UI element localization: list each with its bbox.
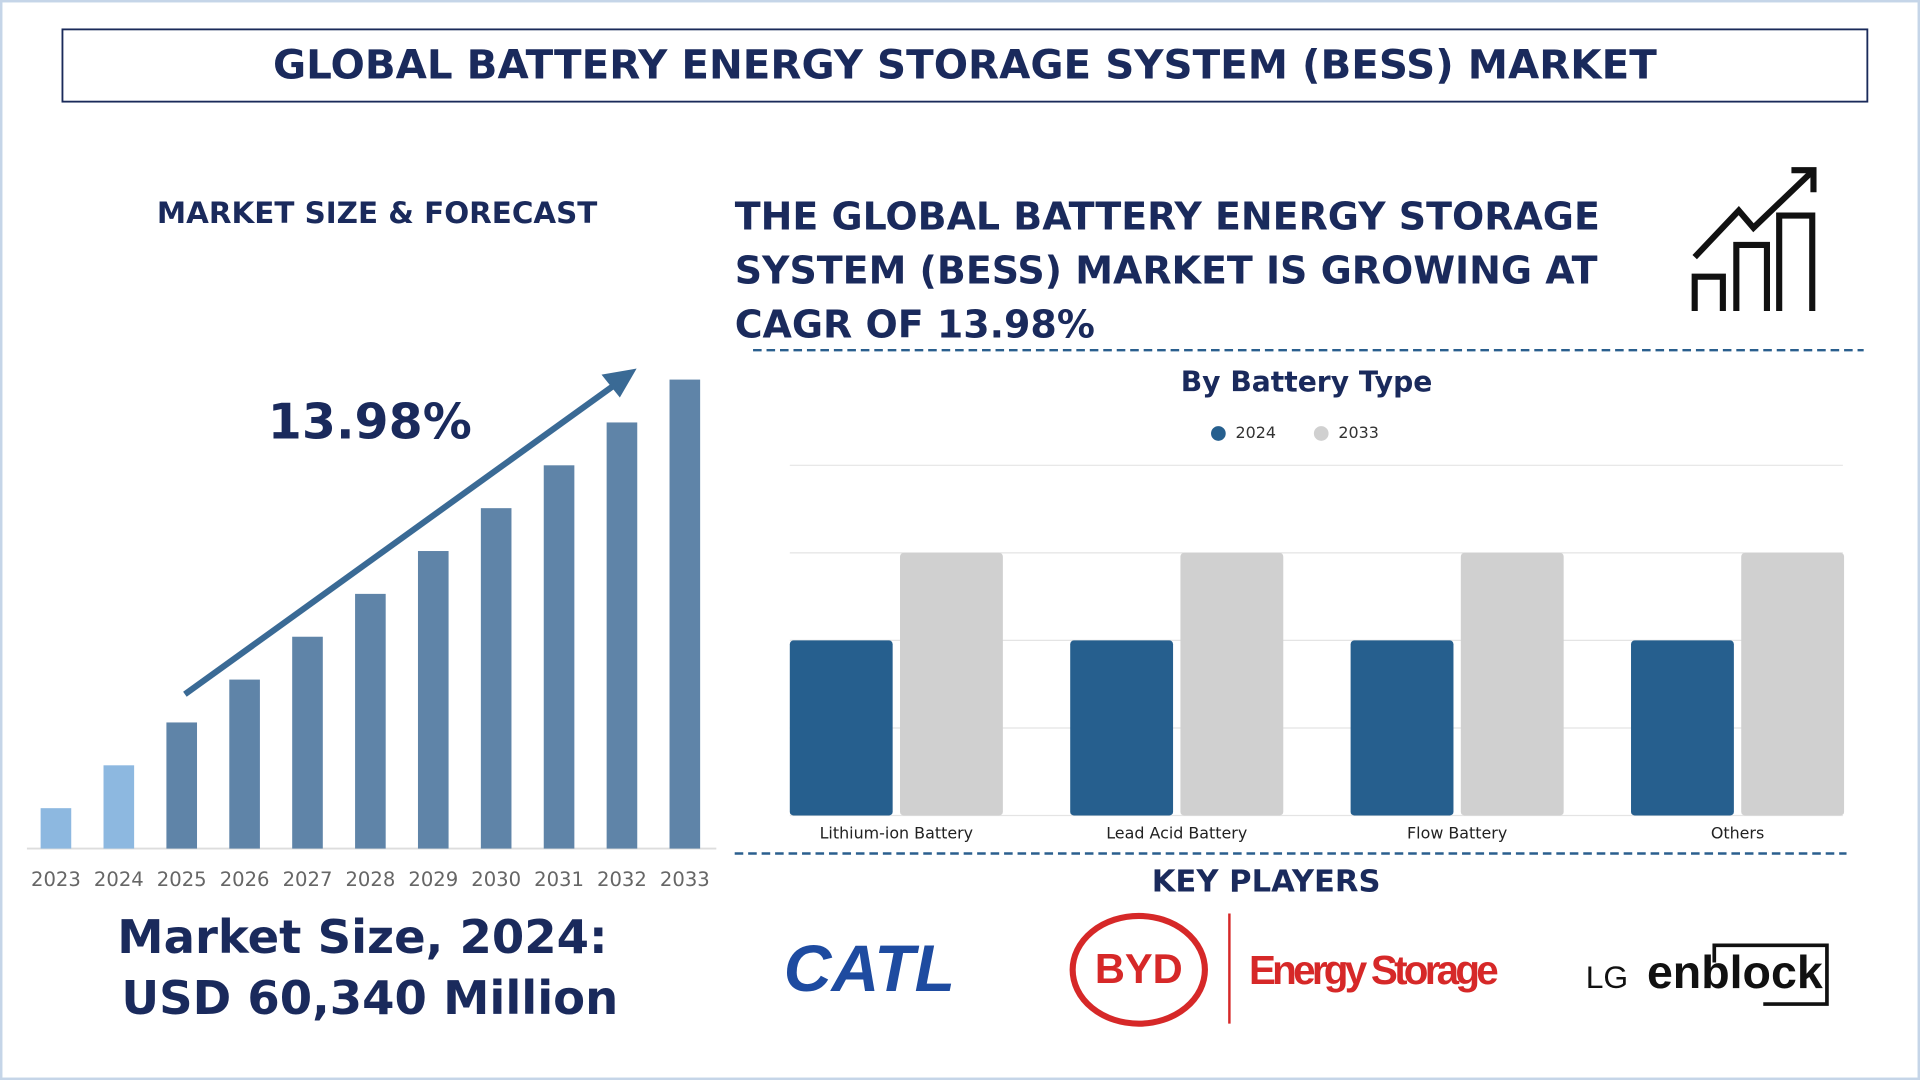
bar — [40, 808, 72, 849]
x-tick-label: Lead Acid Battery — [1106, 823, 1247, 842]
annotation: 13.98% — [268, 393, 472, 450]
page-title: GLOBAL BATTERY ENERGY STORAGE SYSTEM (BE… — [273, 40, 1657, 88]
lg-logo: LG — [1586, 959, 1628, 995]
bar — [1741, 552, 1845, 816]
x-tick-label: 2029 — [408, 868, 458, 891]
x-tick-label: 2027 — [283, 868, 333, 891]
x-tick-label: 2032 — [597, 868, 647, 891]
cagr-line: THE GLOBAL BATTERY ENERGY STORAGE — [735, 195, 1600, 239]
bar — [606, 422, 638, 849]
bar — [480, 508, 512, 849]
growth-icon — [1691, 167, 1817, 312]
x-tick-label: Flow Battery — [1407, 823, 1507, 842]
chart-title: By Battery Type — [1181, 365, 1433, 398]
title-box — [61, 28, 1869, 103]
byd-tagline: Energy Storage — [1249, 947, 1499, 993]
x-tick-label: 2028 — [345, 868, 395, 891]
x-tick-label: 2031 — [534, 868, 584, 891]
bar — [417, 551, 449, 849]
bar — [1180, 552, 1284, 816]
x-tick-label: 2030 — [471, 868, 521, 891]
cagr-line: SYSTEM (BESS) MARKET IS GROWING AT — [735, 249, 1598, 293]
key-players-title: KEY PLAYERS — [1152, 864, 1381, 899]
bar — [1460, 552, 1564, 816]
x-tick-label: 2026 — [220, 868, 270, 891]
x-tick-label: Others — [1711, 823, 1764, 842]
bar — [669, 379, 701, 849]
bar — [355, 593, 386, 849]
bar — [1070, 640, 1174, 816]
x-tick-label: Lithium-ion Battery — [820, 823, 974, 842]
bar — [229, 679, 260, 849]
legend-swatch — [1313, 426, 1329, 441]
bar — [1350, 640, 1454, 816]
catl-logo: CATL — [784, 932, 955, 1006]
byd-logo: BYD — [1095, 945, 1183, 992]
x-tick-label: 2033 — [660, 868, 710, 891]
market-size-label: Market Size, 2024: — [117, 910, 607, 964]
legend-label: 2033 — [1338, 423, 1378, 442]
market-size-value: USD 60,340 Million — [121, 971, 618, 1025]
growth-arrow — [183, 368, 637, 697]
bar — [900, 552, 1003, 816]
bar — [166, 722, 198, 849]
byd-ring — [1069, 912, 1208, 1027]
bar — [103, 765, 135, 849]
legend-label: 2024 — [1236, 423, 1276, 442]
bar — [292, 636, 323, 849]
enblock-frame — [1712, 943, 1829, 1006]
bar — [543, 465, 575, 849]
bar — [789, 640, 893, 816]
legend-swatch — [1211, 426, 1226, 441]
x-tick-label: 2024 — [94, 868, 144, 891]
chart-title: MARKET SIZE & FORECAST — [157, 196, 597, 230]
cagr-line: CAGR OF 13.98% — [735, 302, 1095, 346]
x-tick-label: 2025 — [157, 868, 207, 891]
enblock-logo: enblock — [1647, 946, 1823, 998]
x-tick-label: 2023 — [31, 868, 81, 891]
bar — [1631, 640, 1734, 816]
